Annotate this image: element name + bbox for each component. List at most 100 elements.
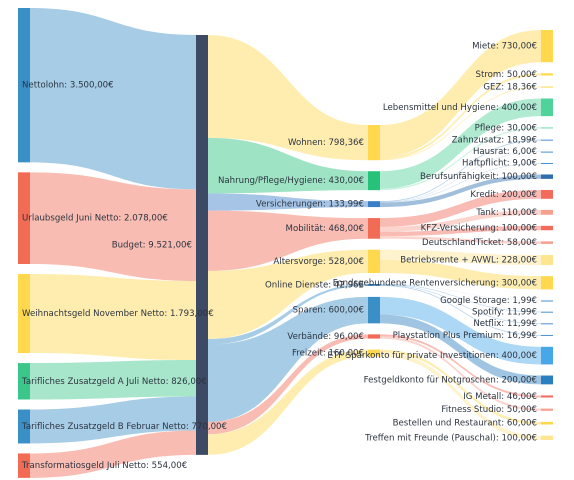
link [380, 259, 541, 290]
node-label: Nahrung/Pflege/Hygiene: 430,00€ [218, 176, 364, 186]
link [208, 284, 368, 345]
link [208, 210, 368, 271]
node-label: Verbände: 96,00€ [287, 332, 364, 342]
node-label: Versicherungen: 133,99€ [256, 200, 364, 210]
node-label: Bestellen und Restaurant: 60,00€ [393, 419, 537, 429]
node [541, 174, 553, 179]
node-label: Online Dienste: 42,96€ [265, 280, 364, 290]
node [541, 189, 553, 199]
node-label: GEZ: 18,36€ [483, 83, 537, 93]
node-label: Freizeit: 160,00€ [292, 349, 364, 359]
link [380, 349, 541, 425]
node-label: Berufsunfähigkeit: 100,00€ [420, 172, 537, 182]
link [380, 352, 541, 441]
node-label: Fitness Studio: 50,00€ [441, 405, 537, 415]
node-label: Nettolohn: 3.500,00€ [22, 81, 114, 91]
link [380, 127, 541, 191]
node [541, 334, 553, 336]
link [380, 296, 541, 365]
node-label: Strom: 50,00€ [476, 70, 538, 80]
node-label: Transformatiosgeld Juli Netto: 554,00€ [21, 461, 187, 471]
node [368, 201, 380, 208]
link [380, 98, 541, 189]
link [380, 284, 541, 324]
node [541, 162, 553, 164]
node-label: Lebensmittel und Hygiene: 400,00€ [383, 103, 537, 113]
node-label: Fondsgebundene Rentenversicherung: 300,0… [333, 278, 537, 288]
link [380, 189, 541, 227]
link [208, 137, 368, 194]
node [541, 127, 553, 129]
node [368, 296, 380, 324]
link [30, 172, 196, 281]
node [541, 276, 553, 290]
link [208, 193, 368, 211]
link [380, 162, 541, 203]
node-label: Urlaubsgeld Juni Netto: 2.078,00€ [22, 214, 168, 224]
link [380, 174, 541, 208]
link [380, 139, 541, 203]
node [368, 249, 380, 274]
node-label: Tank: 110,00€ [475, 208, 537, 218]
node [368, 349, 380, 357]
node [541, 421, 553, 425]
link [208, 349, 368, 455]
link [380, 284, 541, 301]
node-label: Kredit: 200,00€ [470, 190, 537, 200]
node [368, 171, 380, 191]
link [380, 236, 541, 244]
link [380, 336, 541, 411]
link [30, 8, 196, 190]
node [541, 395, 553, 398]
node-label: Hausrat: 6,00€ [473, 147, 537, 157]
node-label: Budget: 9.521,00€ [112, 240, 192, 250]
link [30, 430, 196, 478]
node [541, 151, 553, 153]
nodes [18, 8, 553, 478]
node [368, 334, 380, 339]
node [541, 408, 553, 411]
node [541, 323, 553, 325]
labels: Nettolohn: 3.500,00€ Urlaubsgeld Juni Net… [21, 42, 537, 472]
node [196, 35, 208, 455]
node [541, 225, 553, 231]
link [208, 334, 368, 435]
link [380, 314, 541, 385]
link [380, 249, 541, 266]
link [380, 30, 541, 158]
node [541, 98, 553, 117]
node [541, 346, 553, 365]
node-label: IG Metall: 46,00€ [463, 392, 537, 402]
link [208, 249, 368, 339]
node [18, 363, 30, 400]
node [541, 209, 553, 215]
node-label: Google Storage: 1,99€ [440, 296, 537, 306]
node-label: Zahnzusatz: 18,99€ [452, 136, 537, 146]
node-label: Wohnen: 798,36€ [288, 138, 364, 148]
link [380, 285, 541, 336]
node [18, 453, 30, 478]
node [368, 284, 380, 286]
node [541, 311, 553, 313]
node-label: Mobilität: 468,00€ [286, 224, 364, 234]
node-label: Pflege: 30,00€ [475, 123, 537, 133]
links [30, 8, 541, 478]
node-label: ETF Sparkonto für private Investitionen:… [327, 351, 537, 361]
node [541, 435, 553, 441]
node [541, 30, 553, 63]
node [18, 409, 30, 444]
node-label: Haftpflicht: 9,00€ [462, 159, 537, 169]
node [541, 73, 553, 76]
link [380, 151, 541, 203]
link [30, 273, 196, 361]
node [368, 125, 380, 161]
node-label: Treffen mit Freunde (Pauschal): 100,00€ [364, 433, 537, 443]
node [541, 241, 553, 244]
node-label: Netflix: 11,99€ [473, 319, 537, 329]
link [380, 284, 541, 313]
node [541, 375, 553, 385]
node-label: Weihnachtsgeld November Netto: 1.793,00€ [22, 309, 214, 319]
link [380, 209, 541, 232]
node-label: Spotify: 11,99€ [472, 307, 537, 317]
